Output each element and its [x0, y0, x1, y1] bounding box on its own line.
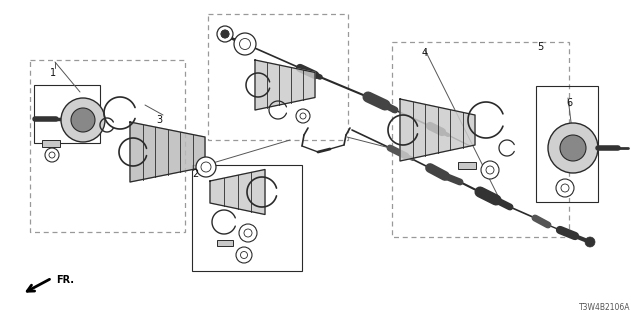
- Circle shape: [239, 224, 257, 242]
- Bar: [34, 85, 100, 143]
- Circle shape: [49, 152, 55, 158]
- Bar: [42, 140, 60, 147]
- Bar: [536, 86, 598, 202]
- Circle shape: [548, 123, 598, 173]
- Text: 1: 1: [50, 68, 56, 78]
- Bar: [30, 60, 185, 232]
- Text: T3W4B2106A: T3W4B2106A: [579, 303, 630, 312]
- Polygon shape: [210, 170, 265, 214]
- Circle shape: [556, 179, 574, 197]
- Circle shape: [236, 247, 252, 263]
- Circle shape: [45, 148, 59, 162]
- Text: 6: 6: [566, 98, 572, 108]
- Bar: [392, 42, 569, 237]
- Circle shape: [296, 109, 310, 123]
- Polygon shape: [400, 99, 475, 161]
- Circle shape: [217, 26, 233, 42]
- Text: 2: 2: [192, 169, 198, 179]
- Bar: [217, 240, 233, 246]
- Circle shape: [221, 30, 229, 38]
- Circle shape: [300, 113, 306, 119]
- Text: 5: 5: [537, 42, 543, 52]
- Circle shape: [244, 229, 252, 237]
- Circle shape: [481, 161, 499, 179]
- Bar: [208, 14, 348, 140]
- Circle shape: [561, 184, 569, 192]
- Circle shape: [71, 108, 95, 132]
- Text: 4: 4: [422, 48, 428, 58]
- Circle shape: [241, 252, 248, 259]
- Circle shape: [221, 30, 229, 38]
- Bar: [192, 165, 302, 271]
- Circle shape: [239, 38, 250, 50]
- Circle shape: [486, 166, 494, 174]
- Circle shape: [560, 135, 586, 161]
- Bar: [458, 162, 476, 169]
- Circle shape: [585, 237, 595, 247]
- Text: FR.: FR.: [56, 275, 74, 285]
- Polygon shape: [255, 60, 315, 110]
- Polygon shape: [130, 122, 205, 182]
- Circle shape: [234, 33, 256, 55]
- Text: 3: 3: [156, 115, 162, 125]
- Circle shape: [196, 157, 216, 177]
- Circle shape: [201, 162, 211, 172]
- Circle shape: [61, 98, 105, 142]
